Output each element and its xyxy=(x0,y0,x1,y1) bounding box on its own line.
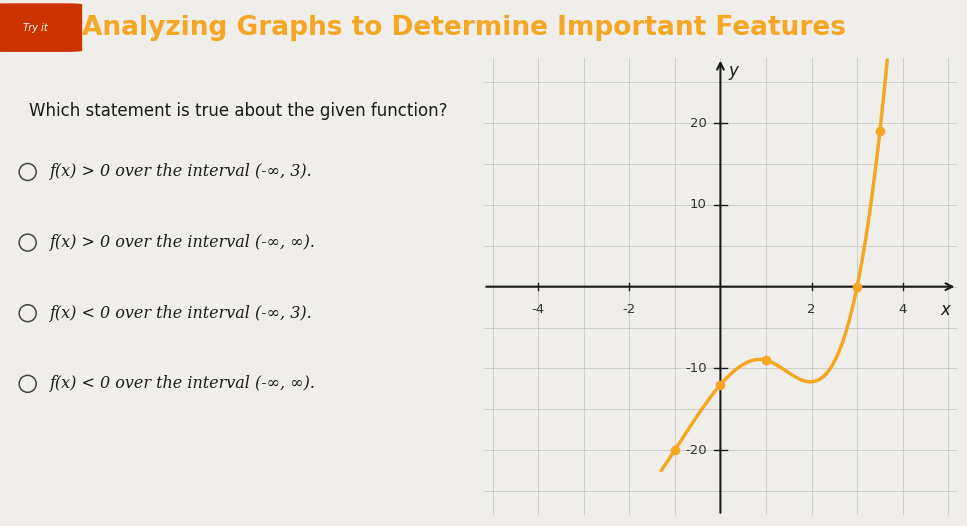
Text: Which statement is true about the given function?: Which statement is true about the given … xyxy=(29,102,447,120)
Text: 10: 10 xyxy=(689,198,707,211)
Text: -4: -4 xyxy=(532,303,544,316)
Text: 2: 2 xyxy=(807,303,816,316)
Text: Analyzing Graphs to Determine Important Features: Analyzing Graphs to Determine Important … xyxy=(82,15,846,41)
Text: -10: -10 xyxy=(686,362,707,375)
Text: Try it: Try it xyxy=(23,23,48,33)
Text: f(x) < 0 over the interval (-∞, 3).: f(x) < 0 over the interval (-∞, 3). xyxy=(50,305,312,322)
Text: f(x) > 0 over the interval (-∞, 3).: f(x) > 0 over the interval (-∞, 3). xyxy=(50,164,312,180)
Text: x: x xyxy=(941,301,951,319)
Text: f(x) < 0 over the interval (-∞, ∞).: f(x) < 0 over the interval (-∞, ∞). xyxy=(50,376,316,392)
Text: -20: -20 xyxy=(686,443,707,457)
Text: f(x) > 0 over the interval (-∞, ∞).: f(x) > 0 over the interval (-∞, ∞). xyxy=(50,234,316,251)
FancyBboxPatch shape xyxy=(0,3,82,52)
Text: y: y xyxy=(728,62,739,80)
Text: 20: 20 xyxy=(689,117,707,130)
Text: 4: 4 xyxy=(898,303,907,316)
Text: -2: -2 xyxy=(623,303,636,316)
